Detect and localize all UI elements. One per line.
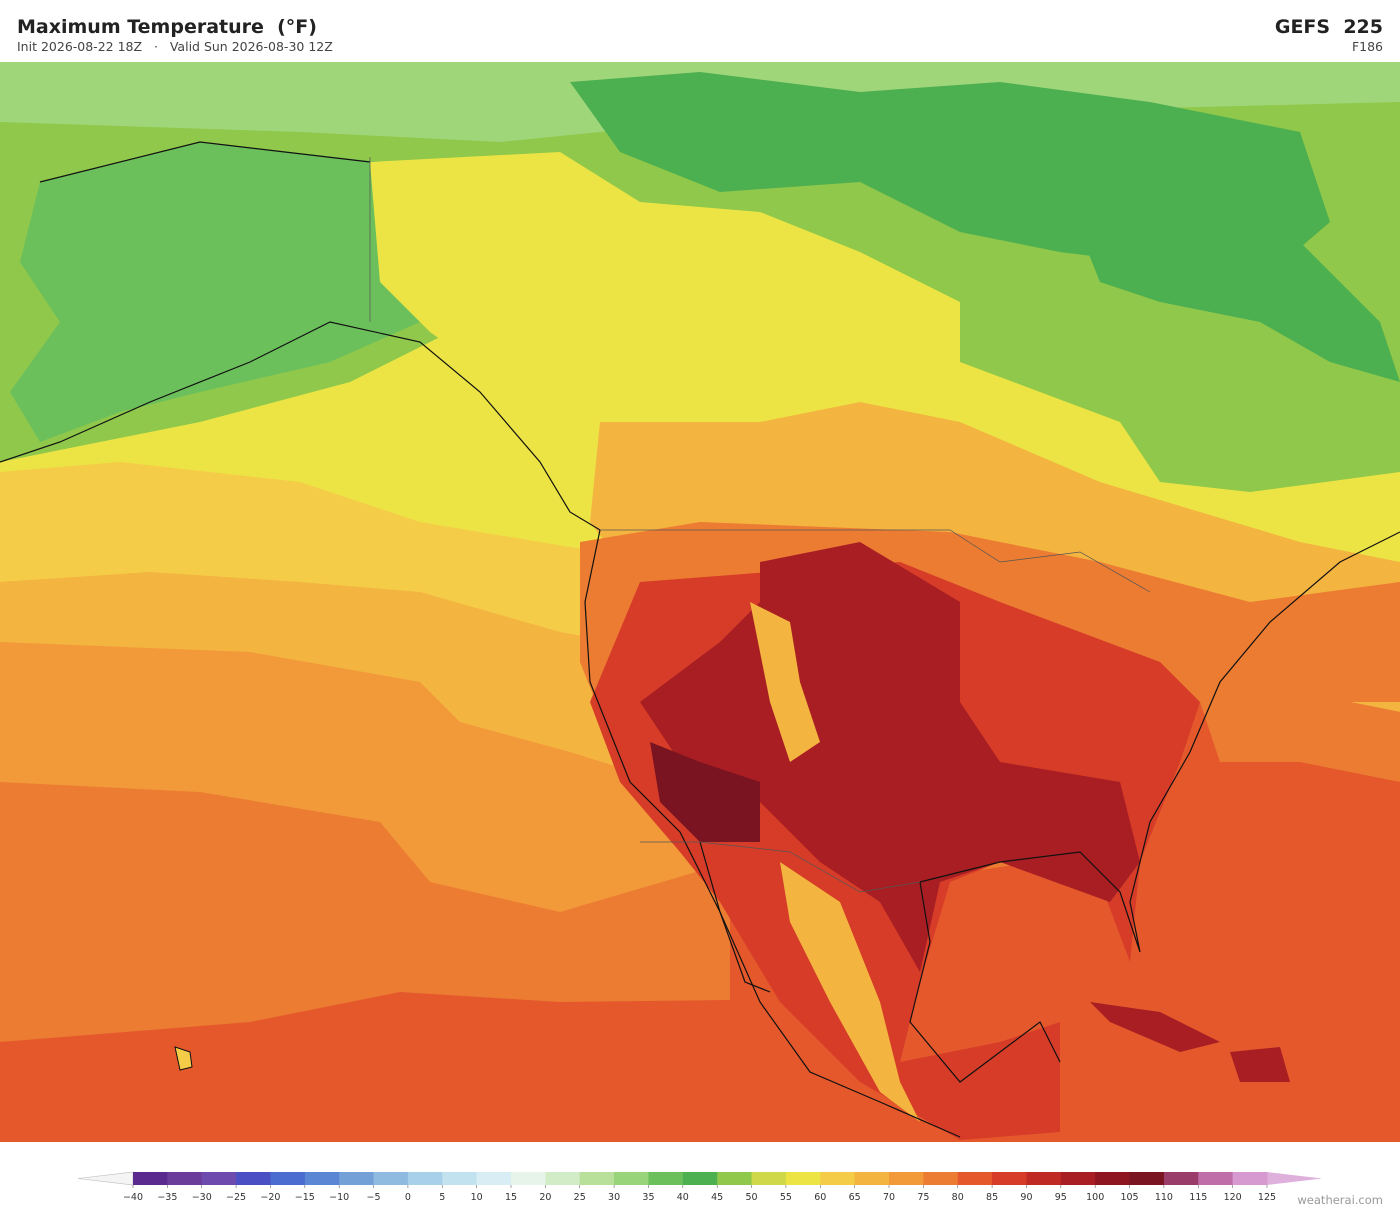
colorbar-label: −30 [192, 1192, 212, 1203]
colorbar-label: 35 [642, 1192, 654, 1203]
colorbar-label: 10 [471, 1192, 483, 1203]
colorbar-label: 100 [1086, 1192, 1104, 1203]
colorbar-label: 50 [745, 1192, 757, 1203]
colorbar-label: −20 [260, 1192, 280, 1203]
field [1080, 192, 1400, 382]
colorbar-label: −5 [367, 1192, 381, 1203]
colorbar-swatch [339, 1172, 375, 1185]
colorbar-swatch [407, 1172, 443, 1185]
colorbar-label: 120 [1224, 1192, 1242, 1203]
colorbar-label: 75 [917, 1192, 929, 1203]
colorbar-label: −35 [157, 1192, 177, 1203]
colorbar-swatch [579, 1172, 615, 1185]
colorbar-swatch [476, 1172, 512, 1185]
colorbar-swatch [889, 1172, 924, 1185]
colorbar-label: 40 [677, 1192, 689, 1203]
colorbar-swatch [751, 1172, 787, 1185]
colorbar-swatch [957, 1172, 993, 1185]
colorbar-label: −25 [226, 1192, 246, 1203]
colorbar-label: −40 [123, 1192, 143, 1203]
map-title: Maximum Temperature (°F) [17, 16, 317, 38]
colorbar-label: 70 [883, 1192, 895, 1203]
field [750, 602, 820, 762]
colorbar-label: 5 [439, 1192, 445, 1203]
colorbar-swatch [1163, 1172, 1199, 1185]
colorbar-swatch [1198, 1172, 1234, 1185]
temperature-map [0, 62, 1400, 1142]
colorbar-label: 95 [1055, 1192, 1067, 1203]
colorbar-swatch [923, 1172, 959, 1185]
colorbar-swatch [682, 1172, 718, 1185]
colorbar-swatch [1026, 1172, 1062, 1185]
field [780, 862, 920, 1122]
colorbar-label: 25 [574, 1192, 586, 1203]
colorbar-swatch [511, 1172, 546, 1185]
field [1200, 692, 1400, 782]
colorbar-label: 60 [814, 1192, 826, 1203]
colorbar-swatch [545, 1172, 581, 1185]
model-name: GEFS 225 [1274, 16, 1383, 38]
colorbar-label: 20 [539, 1192, 551, 1203]
colorbar-label: 0 [405, 1192, 411, 1203]
colorbar-swatch [236, 1172, 271, 1185]
colorbar-swatch [1095, 1172, 1131, 1185]
colorbar-swatch [854, 1172, 890, 1185]
colorbar-under [77, 1171, 134, 1186]
colorbar-swatch [442, 1172, 478, 1185]
colorbar-label: 125 [1258, 1192, 1276, 1203]
colorbar-swatch [201, 1172, 237, 1185]
colorbar: −40 −35 −30 −25 −20 −15 −10 −5 0 5 10 15 20 25 30 35 40 4… [77, 1171, 1322, 1203]
colorbar-swatch [820, 1172, 856, 1185]
colorbar-label: 90 [1020, 1192, 1032, 1203]
colorbar-label: 15 [505, 1192, 517, 1203]
field [650, 742, 760, 842]
field [174, 1046, 193, 1071]
colorbar-swatch [304, 1172, 340, 1185]
colorbar-over [1267, 1172, 1322, 1185]
colorbar-label: 65 [849, 1192, 861, 1203]
border [369, 157, 1151, 893]
field [1090, 1002, 1220, 1052]
colorbar-swatch [614, 1172, 649, 1185]
colorbar-label: 80 [952, 1192, 964, 1203]
colorbar-label: 115 [1189, 1192, 1207, 1203]
forecast-hour: F186 [1351, 39, 1383, 54]
map-subtitle: Init 2026-08-22 18Z · Valid Sun 2026-08-… [17, 39, 333, 54]
colorbar-swatch [133, 1172, 168, 1185]
colorbar-label: −15 [295, 1192, 315, 1203]
colorbar-swatch [992, 1172, 1027, 1185]
colorbar-label: 105 [1120, 1192, 1138, 1203]
colorbar-swatch [1060, 1172, 1096, 1185]
field [1230, 1047, 1290, 1082]
colorbar-swatch [270, 1172, 306, 1185]
colorbar-label: 110 [1155, 1192, 1173, 1203]
colorbar-label: 45 [711, 1192, 723, 1203]
colorbar-swatch [1129, 1172, 1165, 1185]
colorbar-label: 30 [608, 1192, 620, 1203]
colorbar-swatch [648, 1172, 684, 1185]
colorbar-label: −10 [329, 1192, 349, 1203]
colorbar-label: 55 [780, 1192, 792, 1203]
colorbar-swatch [717, 1172, 753, 1185]
colorbar-label: 85 [986, 1192, 998, 1203]
colorbar-swatch [785, 1172, 821, 1185]
colorbar-swatch [1232, 1172, 1268, 1185]
colorbar-swatch [167, 1172, 203, 1185]
colorbar-swatch [373, 1172, 409, 1185]
credit: weatherai.com [1297, 1193, 1383, 1207]
coastline [0, 141, 1400, 1138]
